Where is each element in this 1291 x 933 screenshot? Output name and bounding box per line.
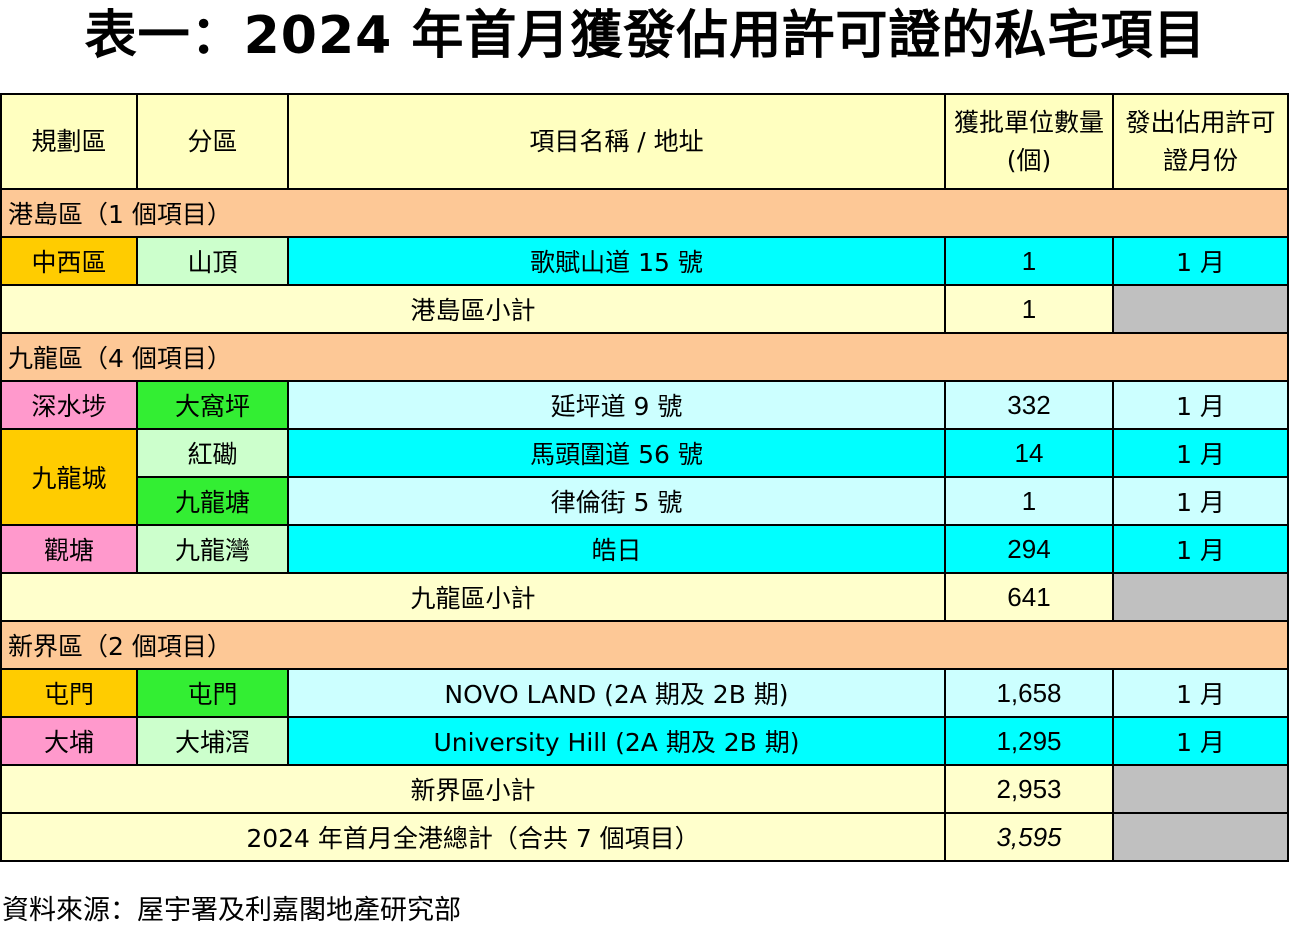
month-cell: 1 月 xyxy=(1112,380,1289,430)
project-cell: 馬頭圍道 56 號 xyxy=(287,428,946,478)
district-cell: 大窩坪 xyxy=(136,380,289,430)
subtotal-label: 新界區小計 xyxy=(0,764,946,814)
project-cell: 皓日 xyxy=(287,524,946,574)
subtotal-row: 新界區小計 2,953 xyxy=(0,764,1289,814)
subtotal-row: 港島區小計 1 xyxy=(0,284,1289,334)
header-month: 發出佔用許可證月份 xyxy=(1112,93,1289,190)
month-cell: 1 月 xyxy=(1112,524,1289,574)
table-row: 深水埗 大窩坪 延坪道 9 號 332 1 月 xyxy=(0,380,1289,430)
subtotal-value: 1 xyxy=(944,284,1114,334)
header-project: 項目名稱 / 地址 xyxy=(287,93,946,190)
total-row: 2024 年首月全港總計（合共 7 個項目） 3,595 xyxy=(0,812,1289,862)
region-cell: 深水埗 xyxy=(0,380,138,430)
subtotal-value: 2,953 xyxy=(944,764,1114,814)
units-cell: 1 xyxy=(944,476,1114,526)
header-region: 規劃區 xyxy=(0,93,138,190)
project-cell: NOVO LAND (2A 期及 2B 期) xyxy=(287,668,946,718)
section-row-kln: 九龍區（4 個項目） xyxy=(0,332,1289,382)
table-row: 觀塘 九龍灣 皓日 294 1 月 xyxy=(0,524,1289,574)
region-cell: 九龍城 xyxy=(0,428,138,526)
table-row: 中西區 山頂 歌賦山道 15 號 1 1 月 xyxy=(0,236,1289,286)
header-district: 分區 xyxy=(136,93,289,190)
blank-cell xyxy=(1112,812,1289,862)
total-value: 3,595 xyxy=(944,812,1114,862)
units-cell: 332 xyxy=(944,380,1114,430)
subtotal-row: 九龍區小計 641 xyxy=(0,572,1289,622)
section-label: 港島區（1 個項目） xyxy=(0,188,1289,238)
section-label: 九龍區（4 個項目） xyxy=(0,332,1289,382)
units-cell: 1,295 xyxy=(944,716,1114,766)
blank-cell xyxy=(1112,572,1289,622)
district-cell: 九龍塘 xyxy=(136,476,289,526)
table-row: 九龍城 紅磡 馬頭圍道 56 號 14 1 月 xyxy=(0,428,1289,526)
project-cell: 延坪道 9 號 xyxy=(287,380,946,430)
region-cell: 屯門 xyxy=(0,668,138,718)
subtotal-label: 九龍區小計 xyxy=(0,572,946,622)
month-cell: 1 月 xyxy=(1112,236,1289,286)
section-row-nt: 新界區（2 個項目） xyxy=(0,620,1289,670)
project-cell: 歌賦山道 15 號 xyxy=(287,236,946,286)
month-cell: 1 月 xyxy=(1112,716,1289,766)
month-cell: 1 月 xyxy=(1112,428,1289,478)
district-cell: 紅磡 xyxy=(136,428,289,478)
header-units: 獲批單位數量(個) xyxy=(944,93,1114,190)
table-row: 屯門 屯門 NOVO LAND (2A 期及 2B 期) 1,658 1 月 xyxy=(0,668,1289,718)
region-cell: 觀塘 xyxy=(0,524,138,574)
total-label: 2024 年首月全港總計（合共 7 個項目） xyxy=(0,812,946,862)
projects-table: 規劃區 分區 項目名稱 / 地址 獲批單位數量(個) 發出佔用許可證月份 港島區… xyxy=(0,93,1289,862)
blank-cell xyxy=(1112,764,1289,814)
units-cell: 294 xyxy=(944,524,1114,574)
region-cell: 大埔 xyxy=(0,716,138,766)
table-header-row: 規劃區 分區 項目名稱 / 地址 獲批單位數量(個) 發出佔用許可證月份 xyxy=(0,93,1289,190)
units-cell: 14 xyxy=(944,428,1114,478)
table-row: 九龍塘 律倫街 5 號 1 1 月 xyxy=(1,476,1289,526)
month-cell: 1 月 xyxy=(1112,476,1289,526)
district-cell: 山頂 xyxy=(136,236,289,286)
units-cell: 1 xyxy=(944,236,1114,286)
project-cell: 律倫街 5 號 xyxy=(287,476,946,526)
table-row: 大埔 大埔滘 University Hill (2A 期及 2B 期) 1,29… xyxy=(0,716,1289,766)
subtotal-label: 港島區小計 xyxy=(0,284,946,334)
source-note: 資料來源：屋宇署及利嘉閣地產研究部 xyxy=(2,895,461,926)
page-title: 表一：2024 年首月獲發佔用許可證的私宅項目 xyxy=(84,6,1207,66)
section-label: 新界區（2 個項目） xyxy=(0,620,1289,670)
project-cell: University Hill (2A 期及 2B 期) xyxy=(287,716,946,766)
district-cell: 九龍灣 xyxy=(136,524,289,574)
section-row-hk: 港島區（1 個項目） xyxy=(0,188,1289,238)
subtotal-value: 641 xyxy=(944,572,1114,622)
district-cell: 屯門 xyxy=(136,668,289,718)
district-cell: 大埔滘 xyxy=(136,716,289,766)
units-cell: 1,658 xyxy=(944,668,1114,718)
region-cell: 中西區 xyxy=(0,236,138,286)
month-cell: 1 月 xyxy=(1112,668,1289,718)
blank-cell xyxy=(1112,284,1289,334)
